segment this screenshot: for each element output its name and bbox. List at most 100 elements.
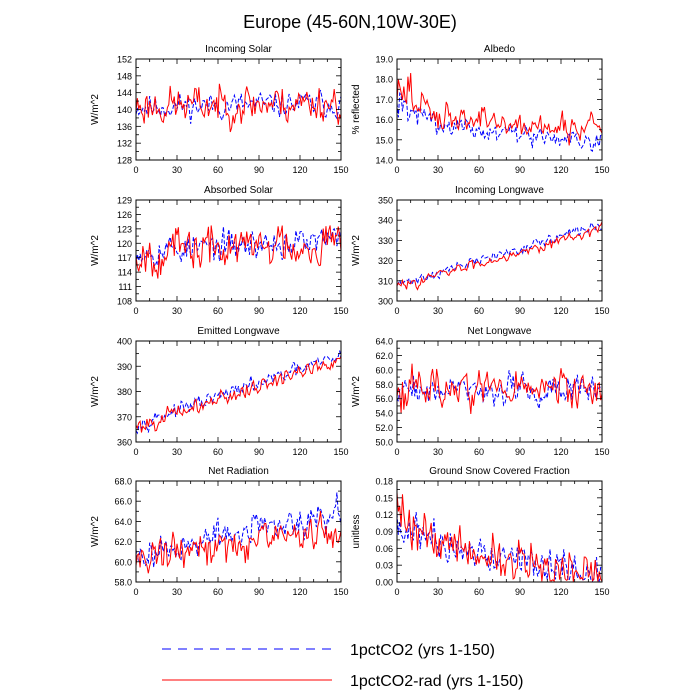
y-axis-label: W/m^2 <box>90 235 101 266</box>
x-tick-label: 90 <box>515 306 525 316</box>
x-tick-label: 30 <box>433 587 443 597</box>
y-tick-label: 340 <box>378 216 393 226</box>
y-tick-label: 50.0 <box>375 438 393 448</box>
x-tick-label: 30 <box>172 447 182 457</box>
x-tick-label: 150 <box>333 447 348 457</box>
y-tick-label: 17.0 <box>375 95 393 105</box>
x-tick-label: 0 <box>133 306 138 316</box>
y-tick-label: 320 <box>378 256 393 266</box>
x-tick-label: 30 <box>172 165 182 175</box>
y-tick-label: 66.0 <box>114 497 132 507</box>
x-tick-label: 30 <box>172 306 182 316</box>
y-tick-label: 370 <box>117 412 132 422</box>
x-tick-label: 150 <box>594 587 609 597</box>
y-tick-label: 380 <box>117 387 132 397</box>
panel-1: Incoming Solar W/m^2 0 30 60 90 120 150 128 132 13… <box>90 44 349 175</box>
legend: 1pctCO2 (yrs 1-150) 1pctCO2-rad (yrs 1-1… <box>162 642 523 690</box>
x-tick-label: 150 <box>594 306 609 316</box>
x-tick-label: 120 <box>292 306 307 316</box>
x-tick-label: 120 <box>292 587 307 597</box>
x-tick-label: 120 <box>292 447 307 457</box>
y-tick-label: 132 <box>117 139 132 149</box>
y-tick-label: 111 <box>118 282 132 292</box>
y-tick-label: 140 <box>117 105 132 115</box>
y-axis-label: W/m^2 <box>90 516 101 547</box>
y-tick-label: 123 <box>117 224 132 234</box>
x-tick-label: 90 <box>515 447 525 457</box>
y-axis-label: W/m^2 <box>90 94 101 125</box>
y-tick-label: 117 <box>118 253 132 263</box>
x-tick-label: 90 <box>254 306 264 316</box>
y-tick-label: 108 <box>117 297 132 307</box>
y-tick-label: 136 <box>117 122 132 132</box>
y-tick-label: 62.0 <box>375 351 393 361</box>
x-tick-label: 0 <box>133 165 138 175</box>
series-line-1pctco2 <box>396 512 603 582</box>
y-tick-label: 148 <box>117 71 132 81</box>
legend-entry-2: 1pctCO2-rad (yrs 1-150) <box>162 673 523 690</box>
y-axis-label: W/m^2 <box>90 376 101 407</box>
y-tick-label: 350 <box>378 196 393 206</box>
y-tick-label: 56.0 <box>375 394 393 404</box>
y-tick-label: 58.0 <box>114 578 132 588</box>
x-tick-label: 90 <box>254 165 264 175</box>
y-axis-label: unitless <box>351 515 362 549</box>
y-tick-label: 0.12 <box>375 510 393 520</box>
panel-8: Ground Snow Covered Fraction unitless 0 30 6… <box>351 466 610 597</box>
x-tick-label: 90 <box>254 447 264 457</box>
y-tick-label: 60.0 <box>375 365 393 375</box>
plot-frame <box>396 58 603 161</box>
y-tick-label: 58.0 <box>375 380 393 390</box>
y-tick-label: 0.18 <box>375 477 393 487</box>
x-tick-label: 60 <box>213 306 223 316</box>
y-tick-label: 129 <box>117 196 132 206</box>
series-line-1pctco2-rad <box>135 225 342 279</box>
x-tick-label: 150 <box>594 165 609 175</box>
y-tick-label: 0.15 <box>375 493 393 503</box>
y-tick-label: 15.0 <box>375 135 393 145</box>
series-line-1pctco2 <box>135 350 342 435</box>
x-tick-label: 120 <box>553 587 568 597</box>
y-tick-label: 390 <box>117 362 132 372</box>
series-line-1pctco2-rad <box>396 72 603 146</box>
panels-group: Incoming Solar W/m^2 0 30 60 90 120 150 128 132 13… <box>90 44 610 597</box>
y-axis-label: W/m^2 <box>351 235 362 266</box>
figure-title: Europe (45-60N,10W-30E) <box>243 12 457 32</box>
series-line-1pctco2-rad <box>396 492 603 583</box>
x-tick-label: 60 <box>474 447 484 457</box>
plot-frame <box>135 340 342 443</box>
panel-title: Net Longwave <box>468 326 532 337</box>
panel-2: Albedo % reflected 0 30 60 90 120 150 14.0 15.0 16… <box>351 44 610 175</box>
panel-title: Ground Snow Covered Fraction <box>429 466 570 477</box>
y-tick-label: 54.0 <box>375 409 393 419</box>
legend-label-2: 1pctCO2-rad (yrs 1-150) <box>350 673 523 690</box>
y-tick-label: 16.0 <box>375 115 393 125</box>
panel-title: Net Radiation <box>208 466 269 477</box>
x-tick-label: 30 <box>172 587 182 597</box>
series-line-1pctco2-rad <box>396 221 603 291</box>
legend-label-1: 1pctCO2 (yrs 1-150) <box>350 642 495 659</box>
series-line-1pctco2-rad <box>135 356 342 433</box>
series-line-1pctco2 <box>135 89 342 124</box>
x-tick-label: 120 <box>553 447 568 457</box>
series-line-1pctco2-rad <box>135 83 342 133</box>
series-line-1pctco2-rad <box>135 510 342 574</box>
y-tick-label: 152 <box>117 55 132 65</box>
panel-7: Net Radiation W/m^2 0 30 60 90 120 150 58.0 60.0 6… <box>90 466 349 597</box>
y-tick-label: 0.03 <box>375 561 393 571</box>
y-tick-label: 144 <box>117 88 132 98</box>
y-tick-label: 330 <box>378 236 393 246</box>
series-line-1pctco2 <box>396 221 603 286</box>
y-tick-label: 114 <box>118 268 132 278</box>
y-tick-label: 0.09 <box>375 527 393 537</box>
series-line-1pctco2 <box>396 370 603 409</box>
series-line-1pctco2 <box>135 492 342 568</box>
y-tick-label: 120 <box>117 239 132 249</box>
x-tick-label: 150 <box>333 587 348 597</box>
y-tick-label: 300 <box>378 297 393 307</box>
y-tick-label: 64.0 <box>375 337 393 347</box>
legend-entry-1: 1pctCO2 (yrs 1-150) <box>162 642 495 659</box>
x-tick-label: 90 <box>254 587 264 597</box>
y-tick-label: 14.0 <box>375 156 393 166</box>
x-tick-label: 60 <box>474 165 484 175</box>
